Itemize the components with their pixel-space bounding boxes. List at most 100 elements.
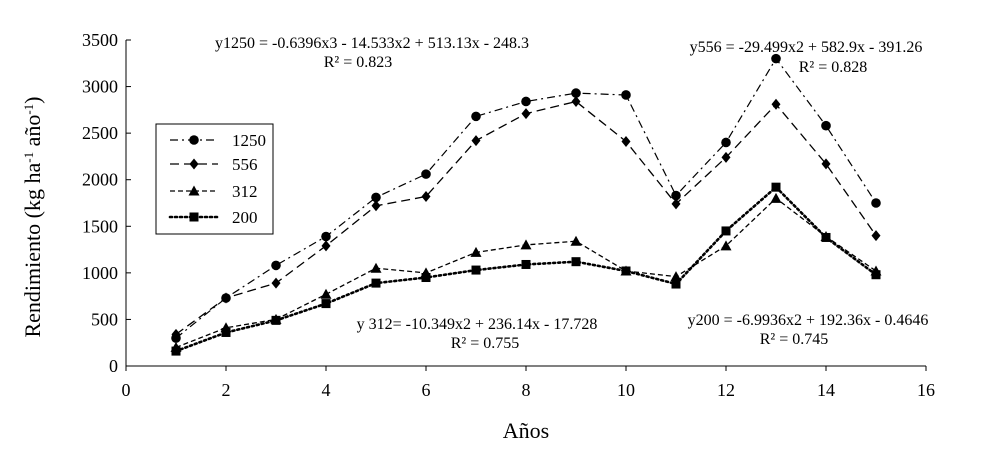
x-tick-label: 12 xyxy=(717,380,735,400)
data-point-1250 xyxy=(421,169,431,179)
legend-marker-1250 xyxy=(189,135,199,145)
data-point-312 xyxy=(720,240,732,251)
data-point-1250 xyxy=(771,53,781,64)
annotation-r2-1250: R² = 0.823 xyxy=(324,54,393,71)
data-point-200 xyxy=(471,265,481,275)
data-point-556 xyxy=(671,198,681,210)
data-point-1250 xyxy=(671,190,681,201)
x-axis-title: Años xyxy=(503,418,549,443)
data-point-1250 xyxy=(521,96,531,107)
data-point-312 xyxy=(570,235,582,246)
x-tick-label: 10 xyxy=(617,380,635,400)
y-tick-label: 1500 xyxy=(82,216,118,236)
y-tick-label: 3500 xyxy=(82,30,118,50)
series-200 xyxy=(171,182,881,356)
data-point-556 xyxy=(771,98,781,110)
data-point-1250 xyxy=(571,88,581,98)
data-point-200 xyxy=(821,232,831,242)
legend-label-556: 556 xyxy=(232,155,258,174)
data-point-312 xyxy=(320,288,332,299)
data-point-200 xyxy=(321,299,331,309)
data-point-200 xyxy=(671,279,681,289)
data-point-556 xyxy=(171,328,181,340)
data-point-312 xyxy=(470,246,482,257)
y-tick-label: 1000 xyxy=(82,263,118,283)
legend-marker-556 xyxy=(189,158,199,170)
legend-label-200: 200 xyxy=(232,208,258,227)
data-point-200 xyxy=(271,315,281,325)
x-tick-label: 2 xyxy=(222,380,231,400)
annotation-r2-556: R² = 0.828 xyxy=(799,59,868,76)
data-point-200 xyxy=(721,226,731,236)
legend-box xyxy=(155,123,274,235)
series-line-1250 xyxy=(175,57,877,339)
annotation-r2-312: R² = 0.755 xyxy=(451,335,520,352)
data-point-556 xyxy=(571,95,581,107)
y-tick-label: 3000 xyxy=(82,77,118,97)
x-tick-label: 0 xyxy=(122,380,131,400)
data-point-556 xyxy=(221,292,231,304)
y-tick-label: 0 xyxy=(109,356,118,376)
tick-marks xyxy=(125,39,927,371)
annotation-equation-312: y 312= -10.349x2 + 236.14x - 17.728 xyxy=(357,316,598,333)
data-point-200 xyxy=(571,257,581,267)
data-point-556 xyxy=(871,230,881,242)
data-point-556 xyxy=(321,240,331,252)
data-point-1250 xyxy=(871,198,881,208)
series-1250 xyxy=(171,53,881,343)
data-point-312 xyxy=(670,271,682,282)
data-point-556 xyxy=(471,135,481,147)
x-tick-label: 6 xyxy=(422,380,431,400)
data-point-1250 xyxy=(371,192,381,203)
data-point-556 xyxy=(721,151,731,163)
data-point-556 xyxy=(621,136,631,148)
legend-label-312: 312 xyxy=(232,182,258,201)
data-point-1250 xyxy=(821,120,831,131)
x-tick-label: 14 xyxy=(817,380,835,400)
legend-marker-200 xyxy=(189,212,199,222)
series-556 xyxy=(171,95,881,340)
legend-marker-312 xyxy=(188,185,200,196)
data-point-556 xyxy=(421,190,431,202)
data-point-200 xyxy=(871,270,881,280)
data-point-1250 xyxy=(621,90,631,100)
annotation-equation-556: y556 = -29.499x2 + 582.9x - 391.26 xyxy=(690,39,923,56)
data-point-200 xyxy=(771,182,781,192)
y-tick-label: 500 xyxy=(91,309,118,329)
data-point-556 xyxy=(821,158,831,170)
x-tick-label: 8 xyxy=(522,380,531,400)
y-axis-title-main: Rendimiento (kg ha xyxy=(20,163,45,338)
data-point-312 xyxy=(520,239,532,250)
data-point-556 xyxy=(521,108,531,120)
data-point-200 xyxy=(521,259,531,269)
legend: 1250 556 312 200 xyxy=(155,123,274,235)
data-point-312 xyxy=(370,262,382,273)
data-point-1250 xyxy=(721,137,731,148)
annotation-equation-200: y200 = -6.9936x2 + 192.36x - 0.4646 xyxy=(688,312,929,329)
y-tick-label: 2000 xyxy=(82,170,118,190)
y-axis-title-sup2: -1 xyxy=(21,104,36,115)
x-tick-label: 16 xyxy=(917,380,935,400)
annotation-r2-200: R² = 0.745 xyxy=(760,331,829,348)
legend-label-1250: 1250 xyxy=(232,131,266,150)
data-point-200 xyxy=(371,278,381,288)
annotation-equation-1250: y1250 = -0.6396x3 - 14.533x2 + 513.13x -… xyxy=(215,35,529,52)
y-axis-title-mid: año xyxy=(20,115,45,152)
data-point-556 xyxy=(371,200,381,212)
data-point-556 xyxy=(271,277,281,289)
data-point-200 xyxy=(171,346,181,356)
series-layer xyxy=(170,53,882,356)
data-point-200 xyxy=(221,327,231,337)
series-line-556 xyxy=(175,100,877,335)
y-axis-title-end: ) xyxy=(20,96,45,103)
x-tick-label: 4 xyxy=(322,380,331,400)
data-point-1250 xyxy=(471,111,481,122)
data-point-1250 xyxy=(321,231,331,242)
data-point-1250 xyxy=(271,260,281,271)
data-point-200 xyxy=(421,273,431,283)
data-point-312 xyxy=(770,192,782,203)
tick-labels: 0 500 1000 1500 2000 2500 3000 3500 0 2 4 6 8 10 12 14 1… xyxy=(82,30,935,400)
y-axis-title-sup1: -1 xyxy=(21,152,36,163)
y-tick-label: 2500 xyxy=(82,123,118,143)
